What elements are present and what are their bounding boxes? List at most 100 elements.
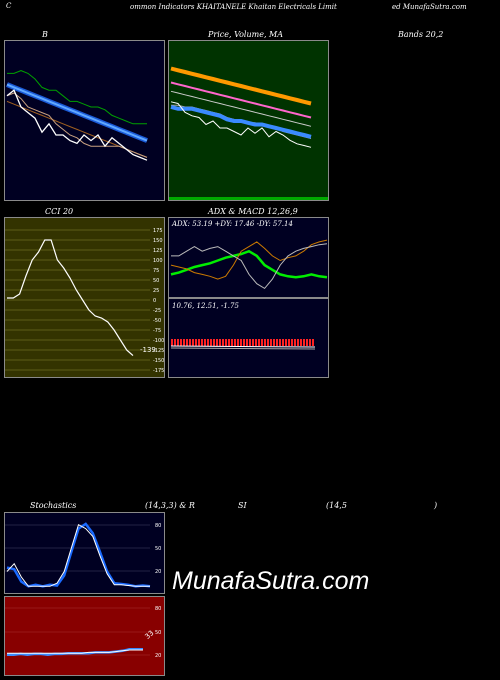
macd-histogram-bar (252, 339, 254, 346)
macd-histogram-bar (309, 339, 311, 346)
cci-axis-tick: -75 (153, 328, 161, 334)
macd-histogram-bar (234, 339, 236, 346)
price-chart (169, 66, 328, 200)
cci-value-label: -139 (140, 346, 156, 354)
bands-panel (334, 40, 495, 201)
macd-histogram-bar (249, 339, 251, 346)
price-title: Price, Volume, MA (208, 30, 284, 39)
rsi-axis-tick: 20 (155, 653, 161, 659)
macd-histogram-bar (291, 339, 293, 346)
macd-histogram-bar (198, 339, 200, 346)
macd-histogram-bar (171, 339, 173, 346)
macd-histogram-bar (306, 339, 308, 346)
stoch-k-line (6, 522, 151, 588)
adx-info: ADX: 53.19 +DY: 17.46 -DY: 57.14 (172, 220, 293, 228)
adx-chart (170, 239, 328, 290)
adx-panel: ADX: 53.19 +DY: 17.46 -DY: 57.14 (168, 217, 329, 298)
cci-axis-tick: -150 (153, 358, 164, 364)
macd-histogram-bar (282, 339, 284, 346)
adx-minus-di-line (170, 239, 328, 280)
adx-title: ADX & MACD 12,26,9 (208, 207, 298, 216)
macd-histogram-bar (174, 339, 176, 346)
macd-histogram-bar (300, 339, 302, 346)
bollinger-title: B (42, 30, 48, 39)
price-ma-short (170, 90, 312, 127)
macd-histogram-bar (204, 339, 206, 346)
cci-axis-tick: -25 (153, 308, 161, 314)
bollinger-upper-band (7, 70, 147, 125)
rsi-line (7, 648, 143, 656)
stoch-chart: 80 50 20 (5, 522, 161, 588)
rsi-title: SI (238, 501, 247, 510)
macd-histogram-bar (201, 339, 203, 346)
cci-axis-tick: -100 (153, 338, 164, 344)
cci-axis-tick: 175 (153, 228, 163, 234)
stoch-axis-tick: 20 (155, 569, 161, 575)
macd-histogram-bar (261, 339, 263, 346)
macd-histogram-bar (243, 339, 245, 346)
rsi-panel: 80 50 20 33 (4, 596, 165, 676)
stoch-title: Stochastics (30, 501, 77, 510)
price-ma-long (170, 66, 312, 106)
rsi-axis-tick: 80 (155, 606, 161, 612)
macd-histogram-bar (183, 339, 185, 346)
stoch-axis-tick: 80 (155, 523, 161, 529)
macd-histogram (171, 339, 314, 346)
price-close-line (170, 101, 312, 148)
macd-histogram-bar (192, 339, 194, 346)
header-source: ed MunafaSutra.com (392, 3, 467, 11)
macd-histogram-bar (279, 339, 281, 346)
rsi-params-close: ) (434, 501, 438, 510)
stoch-axis-tick: 50 (155, 546, 161, 552)
macd-histogram-bar (285, 339, 287, 346)
bands-title: Bands 20,2 (398, 30, 444, 39)
macd-histogram-bar (216, 339, 218, 346)
cci-axis-tick: 150 (153, 238, 163, 244)
bollinger-chart (6, 70, 148, 161)
macd-histogram-bar (213, 339, 215, 346)
macd-histogram-bar (303, 339, 305, 346)
stoch-d-line (6, 523, 150, 587)
macd-histogram-bar (264, 339, 266, 346)
macd-histogram-bar (258, 339, 260, 346)
adx-plus-di-line (170, 249, 328, 279)
cci-axis-tick: -50 (153, 318, 161, 324)
macd-histogram-bar (186, 339, 188, 346)
bollinger-close-line (6, 89, 148, 161)
macd-histogram-bar (312, 339, 314, 346)
cci-axis-tick: 75 (153, 268, 159, 274)
macd-histogram-bar (189, 339, 191, 346)
rsi-params: (14,5 (326, 501, 347, 510)
macd-signal-line (170, 347, 316, 350)
header-title: ommon Indicators KHAITANELE Khaitan Elec… (130, 3, 337, 11)
macd-histogram-bar (210, 339, 212, 346)
cci-axis-tick: -175 (153, 368, 164, 374)
macd-histogram-bar (222, 339, 224, 346)
price-ma-blue (170, 105, 312, 139)
macd-info: 10.76, 12.51, -1.75 (172, 302, 239, 310)
cci-title: CCI 20 (45, 207, 74, 216)
macd-histogram-bar (294, 339, 296, 346)
macd-histogram-bar (267, 339, 269, 346)
macd-histogram-bar (225, 339, 227, 346)
price-panel (168, 40, 329, 201)
macd-line (170, 345, 316, 348)
macd-histogram-bar (180, 339, 182, 346)
cci-axis-tick: 50 (153, 278, 159, 284)
cci-panel: 175 150 125 100 75 50 25 0 -25 -50 -75 -100 -125 -150… (4, 217, 165, 378)
cci-chart: 175 150 125 100 75 50 25 0 -25 -50 -75 -100 -125 -150… (5, 228, 164, 374)
bollinger-middle-band-inner (6, 83, 148, 142)
macd-histogram-bar (255, 339, 257, 346)
macd-histogram-bar (273, 339, 275, 346)
macd-panel: 10.76, 12.51, -1.75 (168, 298, 329, 378)
bollinger-ma-line (6, 92, 148, 158)
price-ma-mid (170, 81, 312, 119)
macd-histogram-bar (231, 339, 233, 346)
macd-histogram-bar (240, 339, 242, 346)
cci-line (7, 239, 134, 357)
rsi-axis-tick: 50 (155, 630, 161, 636)
rsi-smoothed-line (7, 649, 143, 654)
rsi-chart: 80 50 20 (5, 606, 161, 659)
cci-axis-tick: 0 (153, 298, 156, 304)
watermark: MunafaSutra.com (172, 567, 370, 595)
